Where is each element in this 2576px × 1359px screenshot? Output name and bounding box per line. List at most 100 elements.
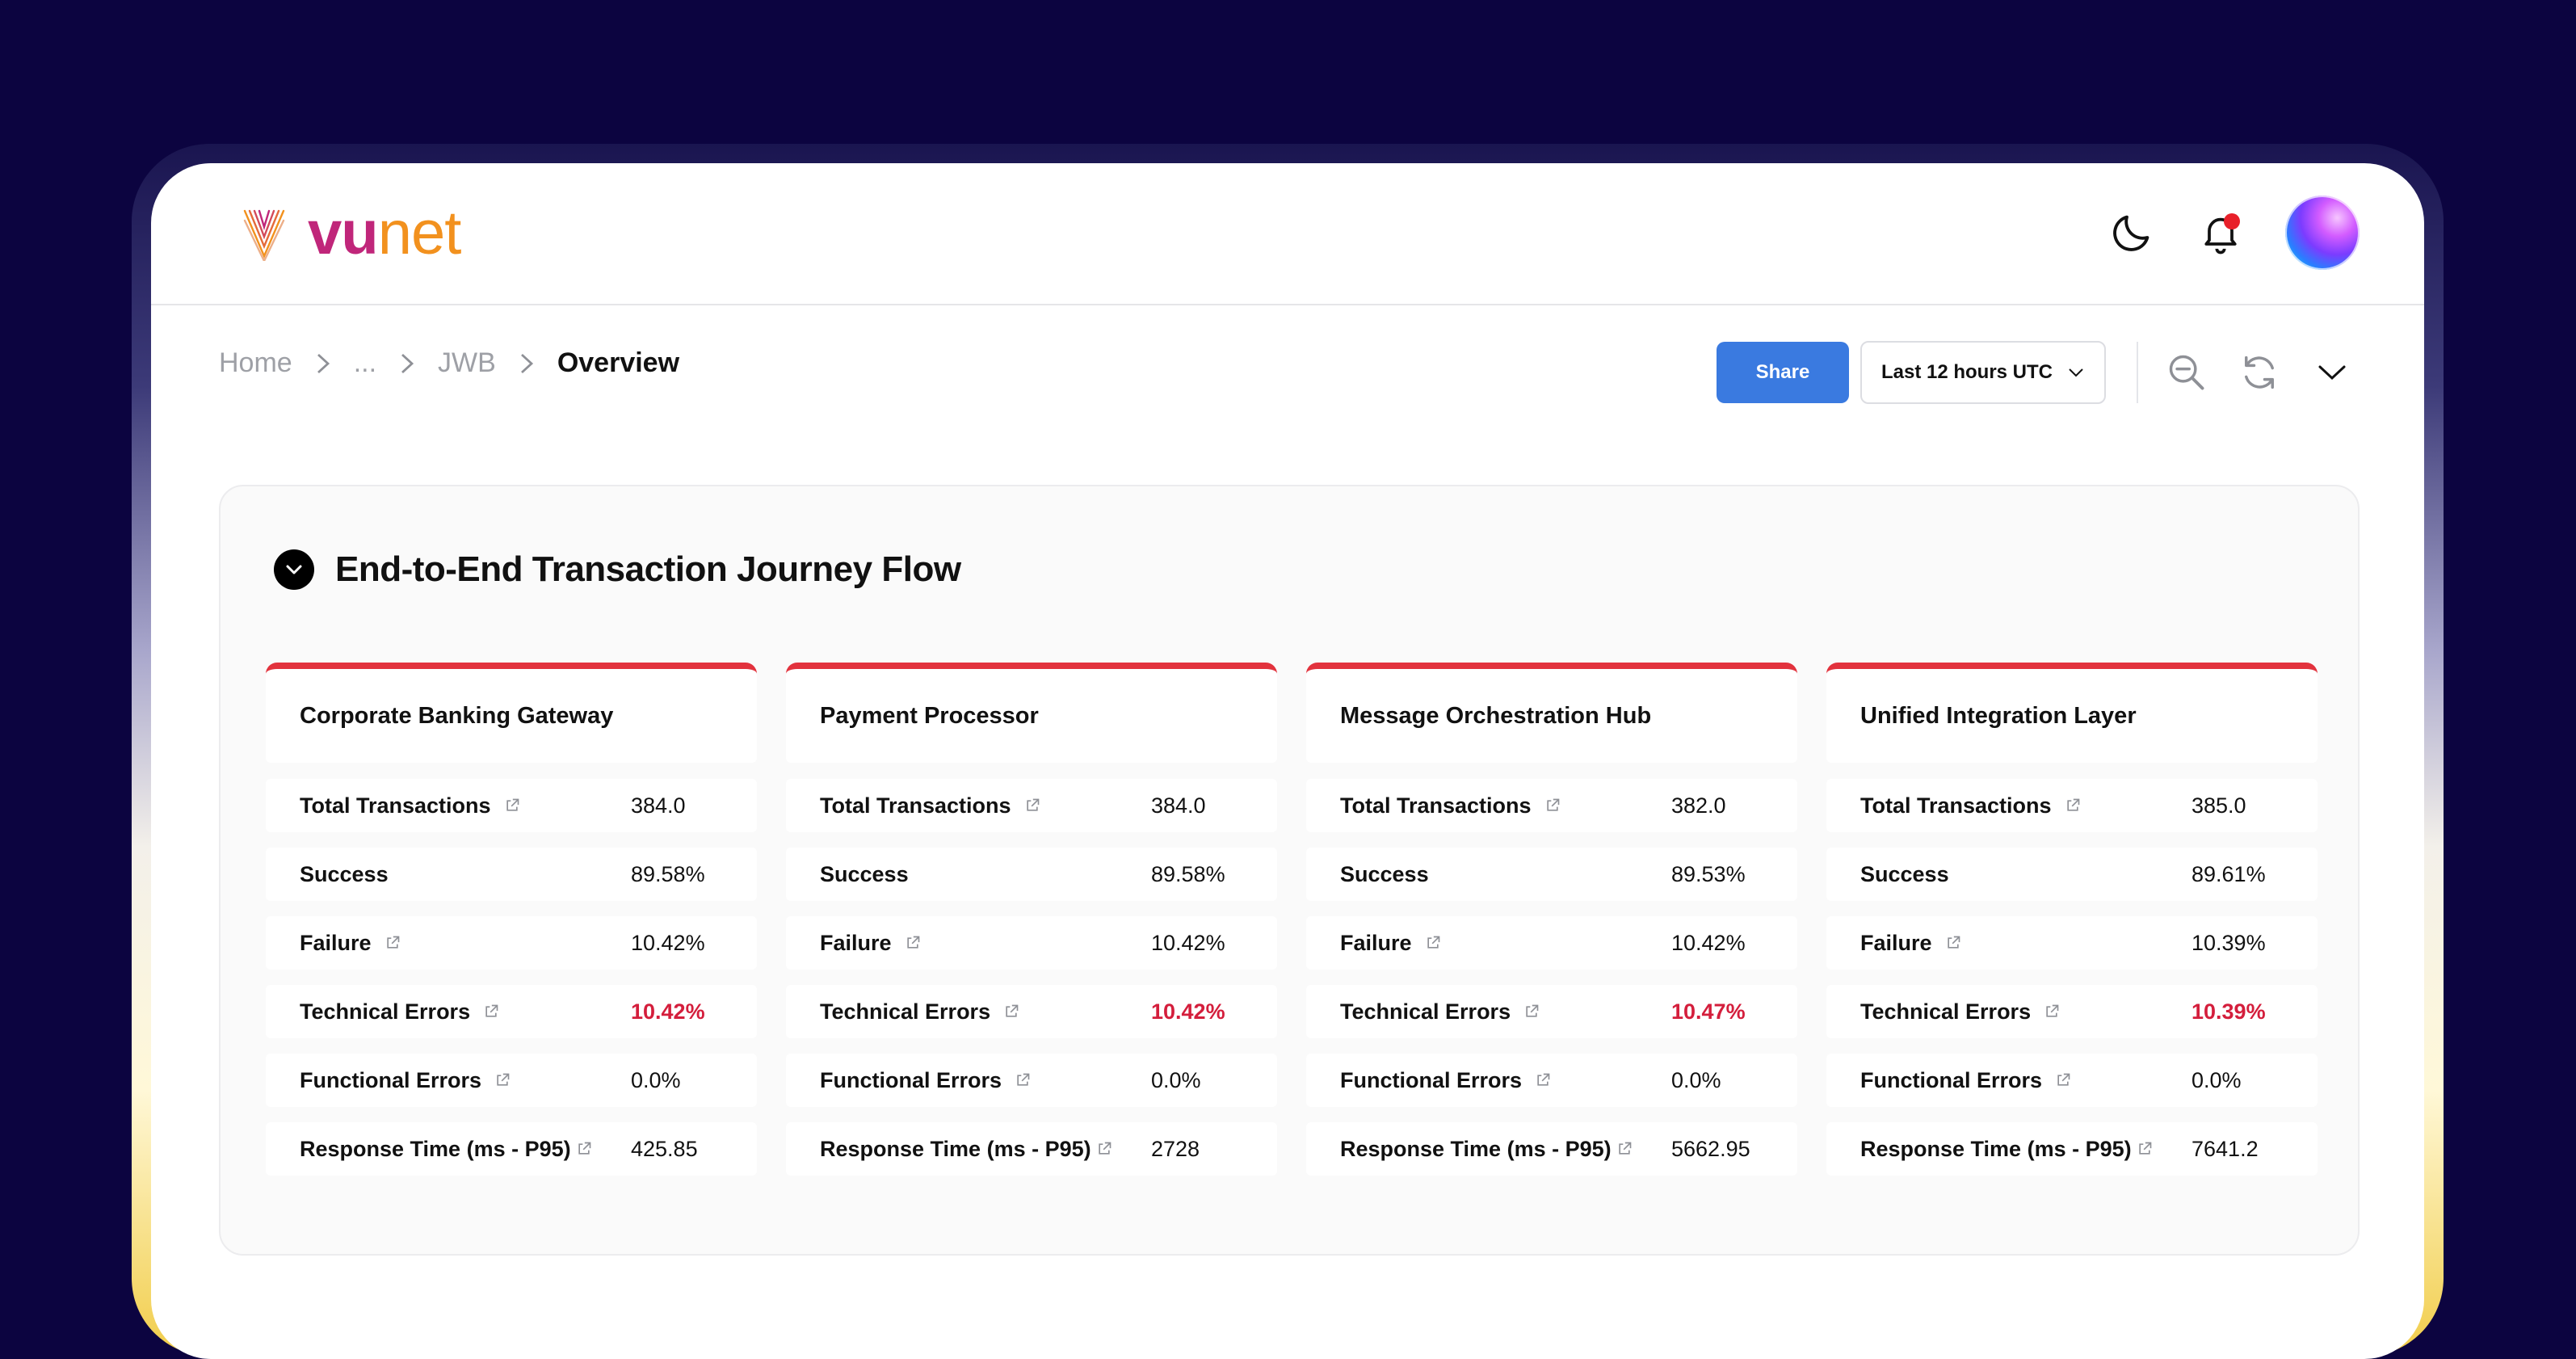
metric-label[interactable]: Failure <box>820 931 921 956</box>
external-link-icon[interactable] <box>576 1141 592 1157</box>
external-link-icon[interactable] <box>483 1003 499 1020</box>
metric-value: 10.42% <box>1151 930 1225 955</box>
share-button[interactable]: Share <box>1717 342 1849 403</box>
external-link-icon[interactable] <box>1523 1003 1540 1020</box>
external-link-icon[interactable] <box>1425 935 1441 951</box>
service-card-message-orchestration-hub: Message Orchestration Hub Total Transacti… <box>1306 663 1797 1176</box>
metric-row-functional-errors: Functional Errors 0.0% <box>266 1054 757 1107</box>
metric-value: 0.0% <box>1671 1067 1721 1092</box>
metric-row-failure: Failure 10.39% <box>1826 916 2318 970</box>
metric-value: 89.58% <box>631 861 705 886</box>
vunet-logo-mark-icon <box>243 209 285 261</box>
collapse-toggle-button[interactable] <box>274 549 314 590</box>
avatar[interactable] <box>2285 196 2360 270</box>
external-link-icon[interactable] <box>494 1072 511 1088</box>
metric-label[interactable]: Failure <box>1340 931 1441 956</box>
metric-label-text: Functional Errors <box>1340 1067 1523 1092</box>
breadcrumb-home[interactable]: Home <box>219 347 292 378</box>
metric-row-response-time-ms-p95: Response Time (ms - P95) 425.85 <box>266 1122 757 1176</box>
expand-menu-button[interactable] <box>2308 348 2356 397</box>
panel-title: End-to-End Transaction Journey Flow <box>335 549 961 589</box>
metric-label-text: Total Transactions <box>1860 793 2052 818</box>
metric-label-text: Technical Errors <box>1860 999 2032 1024</box>
breadcrumb-jwb[interactable]: JWB <box>438 347 496 378</box>
time-range-picker[interactable]: Last 12 hours UTC <box>1860 341 2106 404</box>
metric-row-response-time-ms-p95: Response Time (ms - P95) 5662.95 <box>1306 1122 1797 1176</box>
metric-label[interactable]: Technical Errors <box>820 999 1019 1025</box>
logo-text: vu net <box>308 199 462 267</box>
zoom-out-button[interactable] <box>2162 348 2211 397</box>
metric-row-total-transactions: Total Transactions 384.0 <box>266 779 757 832</box>
metric-label[interactable]: Technical Errors <box>300 999 499 1025</box>
metric-label[interactable]: Functional Errors <box>1860 1068 2071 1093</box>
metric-label[interactable]: Total Transactions <box>1860 793 2081 818</box>
metric-label-text: Total Transactions <box>820 793 1011 818</box>
external-link-icon[interactable] <box>2065 797 2081 814</box>
external-link-icon[interactable] <box>2044 1003 2060 1020</box>
top-bar: vu net <box>151 163 2424 305</box>
metric-label[interactable]: Failure <box>1860 931 1961 956</box>
external-link-icon[interactable] <box>1945 935 1961 951</box>
metric-label[interactable]: Functional Errors <box>300 1068 511 1093</box>
metric-value: 10.42% <box>1671 930 1746 955</box>
external-link-icon[interactable] <box>504 797 520 814</box>
external-link-icon[interactable] <box>1003 1003 1019 1020</box>
refresh-button[interactable] <box>2235 348 2284 397</box>
metric-label[interactable]: Functional Errors <box>1340 1068 1551 1093</box>
metric-value: 0.0% <box>631 1067 681 1092</box>
sub-toolbar: Home ... JWB Overview Share Last 12 hour… <box>151 305 2424 435</box>
external-link-icon[interactable] <box>2137 1141 2153 1157</box>
metric-label-text: Total Transactions <box>300 793 491 818</box>
chevron-down-icon <box>2318 365 2346 381</box>
metric-label-text: Response Time (ms - P95) <box>300 1136 571 1161</box>
metric-value: 10.42% <box>631 930 705 955</box>
external-link-icon[interactable] <box>905 935 921 951</box>
metric-row-total-transactions: Total Transactions 384.0 <box>786 779 1277 832</box>
metric-row-total-transactions: Total Transactions 385.0 <box>1826 779 2318 832</box>
external-link-icon[interactable] <box>1096 1141 1112 1157</box>
metric-label[interactable]: Total Transactions <box>820 793 1040 818</box>
external-link-icon[interactable] <box>385 935 401 951</box>
metric-label[interactable]: Functional Errors <box>820 1068 1031 1093</box>
external-link-icon[interactable] <box>1544 797 1561 814</box>
metric-label-text: Technical Errors <box>1340 999 1511 1024</box>
chevron-right-icon <box>399 352 415 375</box>
metric-label-text: Functional Errors <box>1860 1067 2043 1092</box>
metric-row-functional-errors: Functional Errors 0.0% <box>1306 1054 1797 1107</box>
notifications-button[interactable] <box>2195 207 2246 259</box>
logo-text-net: net <box>377 199 462 267</box>
service-card-corporate-banking-gateway: Corporate Banking Gateway Total Transacti… <box>266 663 757 1176</box>
chevron-right-icon <box>315 352 331 375</box>
notification-badge <box>2224 213 2240 229</box>
metric-label[interactable]: Technical Errors <box>1860 999 2060 1025</box>
external-link-icon[interactable] <box>1024 797 1040 814</box>
metric-label[interactable]: Technical Errors <box>1340 999 1540 1025</box>
external-link-icon[interactable] <box>2055 1072 2071 1088</box>
metric-row-success: Success 89.58% <box>786 848 1277 901</box>
refresh-icon <box>2245 356 2274 389</box>
metric-label[interactable]: Response Time (ms - P95) <box>1860 1137 2153 1162</box>
metric-label[interactable]: Failure <box>300 931 401 956</box>
metric-label-text: Success <box>820 861 909 886</box>
external-link-icon[interactable] <box>1535 1072 1551 1088</box>
metric-label[interactable]: Response Time (ms - P95) <box>300 1137 592 1162</box>
chevron-down-icon <box>286 565 302 574</box>
metric-label[interactable]: Response Time (ms - P95) <box>820 1137 1112 1162</box>
card-title: Unified Integration Layer <box>1826 663 2318 763</box>
breadcrumb-ellipsis[interactable]: ... <box>353 347 377 378</box>
metric-label-text: Failure <box>1860 930 1932 955</box>
metric-value: 384.0 <box>1151 793 1206 818</box>
theme-toggle-button[interactable] <box>2106 207 2158 259</box>
toolbar-divider <box>2137 342 2138 403</box>
external-link-icon[interactable] <box>1616 1141 1633 1157</box>
metric-label[interactable]: Total Transactions <box>300 793 520 818</box>
metric-label[interactable]: Total Transactions <box>1340 793 1561 818</box>
external-link-icon[interactable] <box>1015 1072 1031 1088</box>
metric-value: 10.42% <box>1151 999 1225 1024</box>
metric-row-failure: Failure 10.42% <box>786 916 1277 970</box>
metric-label[interactable]: Response Time (ms - P95) <box>1340 1137 1633 1162</box>
metric-value: 0.0% <box>1151 1067 1201 1092</box>
vunet-logo[interactable]: vu net <box>242 199 462 267</box>
metric-label-text: Response Time (ms - P95) <box>1860 1136 2132 1161</box>
time-range-label: Last 12 hours UTC <box>1881 361 2053 383</box>
